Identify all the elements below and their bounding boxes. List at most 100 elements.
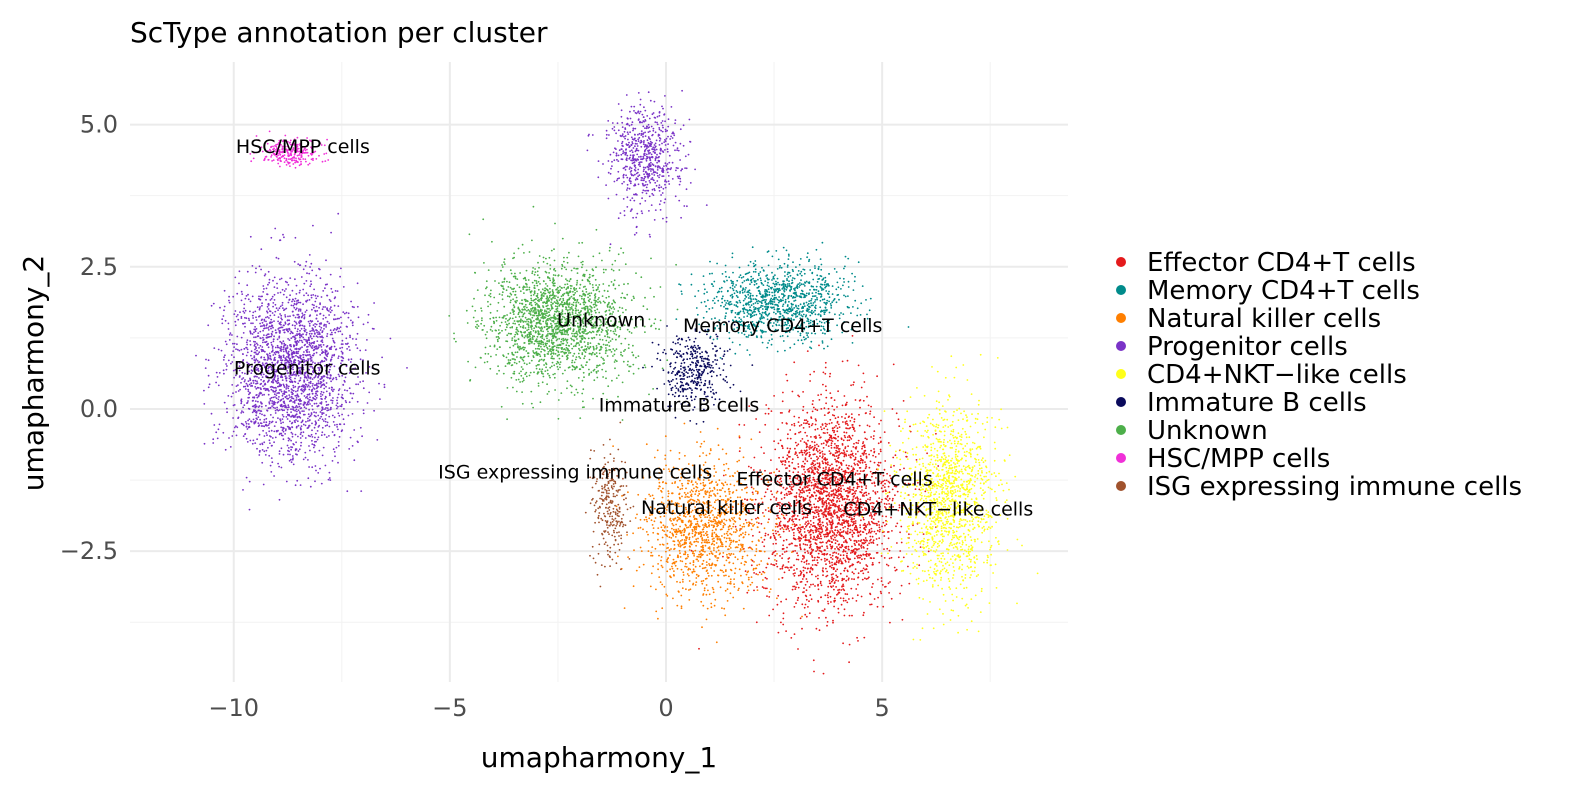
data-point	[779, 536, 782, 538]
data-point	[827, 407, 830, 410]
data-point	[802, 405, 805, 408]
data-point	[785, 373, 788, 376]
data-point	[797, 476, 799, 478]
data-point	[776, 514, 779, 517]
data-point	[812, 285, 814, 288]
data-point	[786, 305, 789, 307]
data-point	[833, 582, 836, 584]
data-point	[826, 522, 828, 524]
data-point	[869, 531, 872, 534]
data-point	[880, 501, 883, 503]
data-point	[793, 537, 796, 540]
data-point	[824, 280, 827, 282]
data-point	[817, 500, 819, 502]
data-point	[868, 576, 870, 579]
data-point	[797, 529, 800, 532]
data-point	[697, 290, 700, 292]
data-point	[805, 337, 807, 340]
data-point	[806, 435, 808, 437]
data-point	[899, 592, 901, 595]
data-point	[758, 274, 760, 277]
data-point	[799, 272, 802, 275]
data-point	[836, 281, 839, 284]
data-point	[741, 582, 744, 585]
data-point	[708, 491, 711, 494]
data-point	[828, 483, 831, 486]
data-point	[797, 307, 800, 310]
data-point	[764, 300, 767, 303]
data-point	[693, 525, 696, 528]
data-point	[719, 357, 722, 359]
data-point	[765, 566, 768, 569]
data-point	[661, 583, 664, 586]
data-point	[798, 263, 801, 266]
data-point	[716, 492, 719, 495]
data-point	[673, 574, 675, 577]
data-point	[823, 301, 826, 304]
data-point	[854, 509, 857, 512]
data-point	[754, 271, 757, 273]
data-point	[814, 498, 817, 500]
data-point	[874, 456, 877, 458]
data-point	[879, 528, 881, 531]
data-point	[853, 280, 856, 283]
data-point	[834, 529, 837, 531]
data-point	[894, 494, 896, 497]
data-point	[788, 255, 790, 257]
data-point	[799, 506, 801, 509]
data-point	[860, 547, 863, 549]
data-point	[779, 505, 781, 507]
data-point	[679, 488, 682, 491]
data-point	[717, 520, 720, 523]
data-point	[862, 546, 865, 548]
data-point	[823, 482, 826, 484]
data-point	[638, 566, 641, 568]
data-point	[726, 600, 729, 602]
data-point	[844, 525, 846, 528]
data-point	[750, 438, 753, 441]
data-point	[824, 471, 827, 474]
data-point	[776, 565, 779, 568]
data-point	[837, 580, 840, 582]
data-point	[821, 298, 824, 301]
data-point	[817, 394, 820, 396]
data-point	[777, 594, 780, 597]
data-point	[848, 415, 850, 418]
data-point	[670, 520, 672, 522]
data-point	[796, 599, 799, 601]
data-point	[706, 526, 709, 528]
data-point	[724, 481, 727, 484]
data-point	[857, 583, 859, 586]
data-point	[699, 431, 702, 433]
data-point	[645, 531, 648, 533]
data-point	[782, 530, 785, 533]
data-point	[872, 582, 874, 585]
data-point	[739, 274, 742, 277]
data-point	[875, 500, 878, 503]
data-point	[743, 550, 746, 553]
data-point	[653, 456, 656, 459]
data-point	[298, 448, 301, 451]
data-point	[862, 614, 865, 617]
data-point	[838, 500, 841, 503]
data-point	[826, 431, 829, 434]
data-point	[811, 466, 813, 468]
data-point	[872, 541, 874, 544]
data-point	[861, 558, 863, 561]
data-point	[717, 444, 720, 447]
data-point	[843, 453, 846, 455]
data-point	[801, 558, 804, 560]
data-point	[813, 288, 815, 291]
data-point	[712, 285, 715, 287]
data-point	[687, 520, 690, 523]
data-point	[837, 286, 840, 289]
data-point	[847, 492, 850, 494]
data-point	[750, 558, 753, 561]
data-point	[814, 538, 816, 540]
data-point	[828, 502, 830, 504]
data-point	[835, 425, 837, 427]
data-point	[815, 419, 817, 422]
data-point	[708, 552, 711, 555]
data-point	[690, 283, 693, 286]
data-point	[820, 526, 823, 529]
